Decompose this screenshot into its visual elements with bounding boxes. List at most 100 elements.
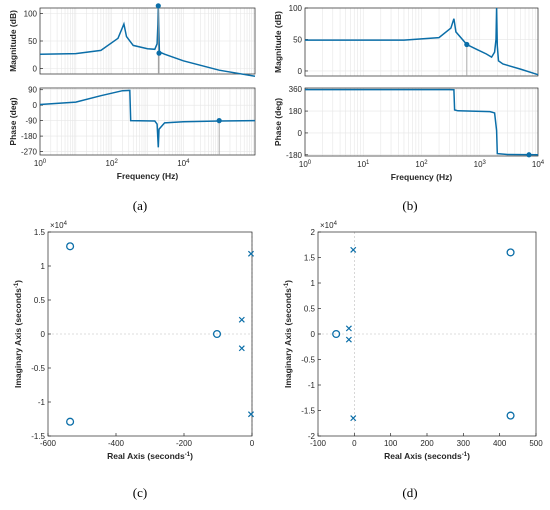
x-axis-label: Real Axis (seconds-1) — [107, 451, 193, 461]
pole-stroke — [350, 415, 357, 422]
y-tick-label: 0.5 — [304, 305, 316, 314]
caption-a: (a) — [133, 198, 147, 213]
y-tick-label: -1.5 — [301, 407, 315, 416]
x-tick-label: 100 — [299, 160, 312, 169]
y-tick-label: 0.5 — [34, 296, 46, 305]
y-tick-label: 1 — [311, 279, 316, 288]
y-tick-label: 2 — [311, 228, 316, 237]
y-multiplier: ×104 — [50, 221, 68, 230]
magnitude-ytick-label: 50 — [293, 35, 302, 44]
x-axis-label: Frequency (Hz) — [391, 172, 453, 182]
magnitude-ytick-label: 100 — [289, 4, 303, 13]
y-tick-label: -1 — [308, 381, 316, 390]
phase-marker — [216, 118, 222, 124]
x-tick-label: 101 — [357, 160, 370, 169]
x-tick-label: 102 — [106, 159, 119, 168]
pole-marker — [350, 246, 357, 253]
y-tick-label: -1 — [38, 398, 46, 407]
magnitude-ytick-label: 50 — [28, 37, 37, 46]
y-axis-label: Imaginary Axis (seconds-1) — [283, 280, 293, 388]
phase-frame — [304, 87, 539, 157]
y-tick-label: 1.5 — [304, 254, 316, 263]
x-tick-label: 200 — [420, 439, 434, 448]
x-axis-label: Frequency (Hz) — [117, 171, 179, 181]
x-tick-label: -100 — [310, 439, 327, 448]
y-tick-label: -2 — [308, 432, 316, 441]
pole-stroke — [350, 246, 357, 253]
x-axis-label: Real Axis (seconds-1) — [384, 451, 470, 461]
phase-curve — [305, 88, 539, 156]
x-tick-label: 100 — [384, 439, 398, 448]
phase-ylabel: Phase (deg) — [273, 98, 283, 146]
y-tick-label: 1 — [41, 262, 46, 271]
pole-stroke — [238, 345, 245, 352]
y-tick-label: -1.5 — [31, 432, 45, 441]
phase-ytick-label: 180 — [289, 107, 303, 116]
pole-marker — [238, 345, 245, 352]
zero-marker — [66, 242, 75, 251]
phase-ytick-label: 0 — [298, 129, 303, 138]
magnitude-marker — [464, 41, 470, 48]
x-tick-label: -400 — [108, 439, 125, 448]
pole-stroke — [345, 325, 352, 332]
phase-ytick-label: 90 — [28, 86, 37, 95]
phase-ytick-label: -180 — [21, 132, 38, 141]
y-tick-label: 0 — [41, 330, 46, 339]
pole-zero-map-c: -600 -400 -200 0 -1.5 -1 -0.5 0 0.5 1 1.5 ×104 Real … — [13, 221, 255, 461]
zero-marker — [506, 248, 515, 257]
phase-ytick-label: -90 — [25, 117, 37, 126]
magnitude-curve — [305, 7, 539, 76]
x-tick-label: 0 — [352, 439, 357, 448]
pole-marker — [247, 411, 255, 418]
y-tick-label: 0 — [311, 330, 316, 339]
x-tick-label: 500 — [529, 439, 543, 448]
phase-frame — [39, 87, 256, 156]
phase-ytick-label: -270 — [21, 148, 38, 157]
magnitude-ylabel: Magnitude (dB) — [273, 11, 283, 73]
magnitude-ytick-label: 0 — [33, 65, 38, 74]
zero-marker — [66, 417, 75, 426]
pole-stroke — [345, 336, 352, 343]
phase-marker — [526, 152, 532, 158]
phase-ytick-label: 360 — [289, 85, 303, 94]
x-tick-label: 100 — [34, 159, 47, 168]
caption-b: (b) — [402, 198, 417, 213]
phase-ytick-label: -180 — [286, 151, 303, 160]
x-tick-label: -600 — [40, 439, 57, 448]
phase-ylabel: Phase (deg) — [8, 97, 18, 145]
y-tick-label: -0.5 — [31, 364, 45, 373]
x-tick-label: 300 — [457, 439, 471, 448]
y-axis-label: Imaginary Axis (seconds-1) — [13, 280, 23, 388]
y-tick-label: 1.5 — [34, 228, 46, 237]
y-multiplier: ×104 — [320, 221, 338, 230]
x-tick-label: 0 — [250, 439, 255, 448]
pole-marker — [345, 325, 352, 332]
magnitude-frame — [39, 7, 256, 75]
caption-c: (c) — [133, 485, 147, 500]
pole-marker — [345, 336, 352, 343]
pole-zero-map-d: -100 0 100 200 300 400 500 -2 -1.5 -1 -0.5 0 0.5 1 1.5… — [283, 221, 543, 461]
y-tick-label: -0.5 — [301, 356, 315, 365]
x-tick-label: 103 — [474, 160, 487, 169]
pole-marker — [350, 415, 357, 422]
x-tick-label: 104 — [177, 159, 190, 168]
zero-marker — [212, 329, 222, 339]
magnitude-ytick-label: 100 — [24, 10, 38, 19]
bode-plot-b: 0 50 100 Magnitude (dB) -180 0 180 360 Phase (de… — [273, 4, 545, 182]
magnitude-marker — [155, 3, 161, 9]
pole-stroke — [247, 411, 255, 418]
x-tick-label: 102 — [415, 160, 428, 169]
x-tick-label: 104 — [532, 160, 545, 169]
magnitude-curve — [39, 5, 256, 77]
x-tick-label: -200 — [176, 439, 193, 448]
bode-plot-a: 0 50 100 Magnitude (dB) -270 -180 -90 0 90 Phase … — [8, 3, 256, 181]
magnitude-ylabel: Magnitude (dB) — [8, 10, 18, 72]
magnitude-frame — [304, 7, 539, 77]
phase-curve — [39, 89, 256, 148]
pole-marker — [247, 250, 255, 257]
phase-ytick-label: 0 — [33, 101, 38, 110]
zero-marker — [332, 329, 341, 339]
pole-stroke — [247, 250, 255, 257]
magnitude-ytick-label: 0 — [298, 67, 303, 76]
